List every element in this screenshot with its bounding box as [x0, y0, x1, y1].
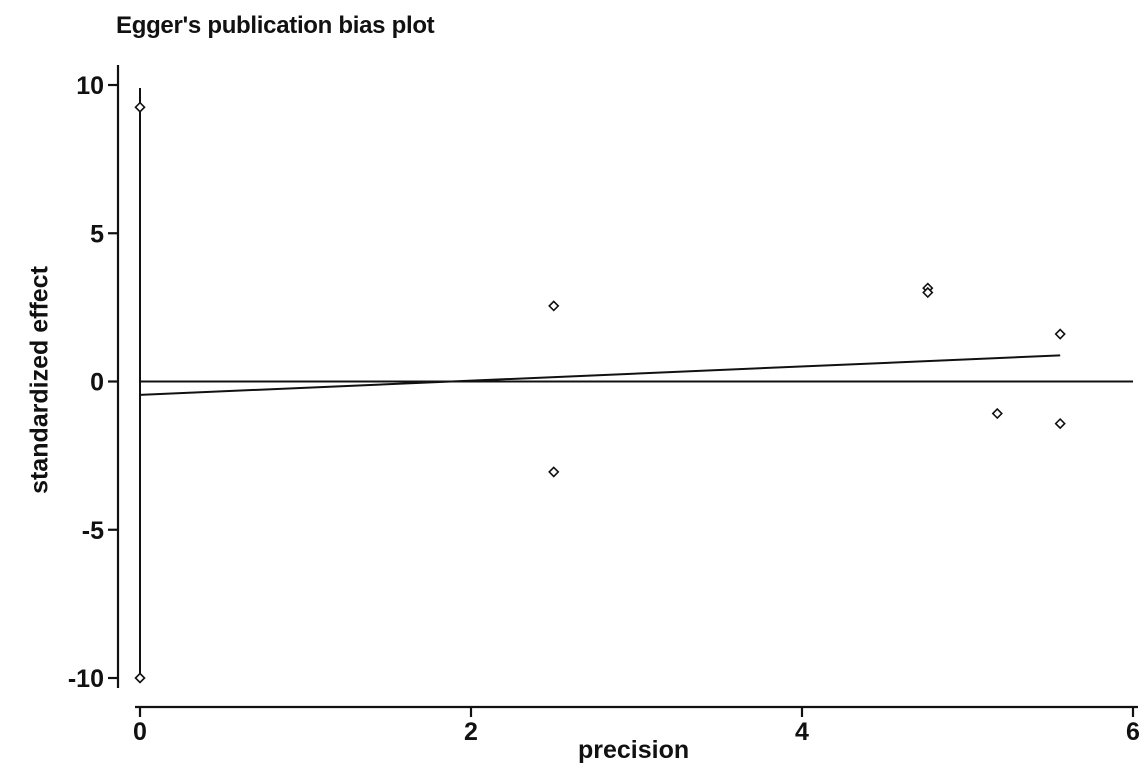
x-tick-label: 6: [1126, 718, 1140, 746]
regression-line: [139, 354, 1061, 396]
x-tick-label: 0: [133, 718, 147, 746]
chart-title: Egger's publication bias plot: [116, 12, 435, 39]
data-point: [991, 407, 1003, 420]
x-axis-label: precision: [578, 736, 690, 764]
data-point: [1054, 328, 1066, 340]
y-tick-label: 5: [90, 220, 104, 248]
data-points: [134, 101, 1066, 684]
data-point: [548, 300, 560, 312]
data-point: [548, 466, 560, 478]
fit-lines: [139, 87, 1133, 678]
axes: 10 5 0 -5 -10 0 2 4 6: [68, 65, 1140, 746]
data-point: [1054, 417, 1066, 430]
x-tick-label: 2: [464, 718, 478, 746]
data-point: [134, 672, 146, 684]
y-tick-label: -10: [68, 665, 104, 693]
data-point: [134, 101, 146, 113]
x-tick-label: 4: [795, 718, 809, 746]
y-tick-label: 0: [90, 369, 104, 397]
y-tick-label: 10: [76, 72, 104, 100]
y-tick-label: -5: [82, 517, 104, 545]
data-point: [922, 286, 934, 299]
